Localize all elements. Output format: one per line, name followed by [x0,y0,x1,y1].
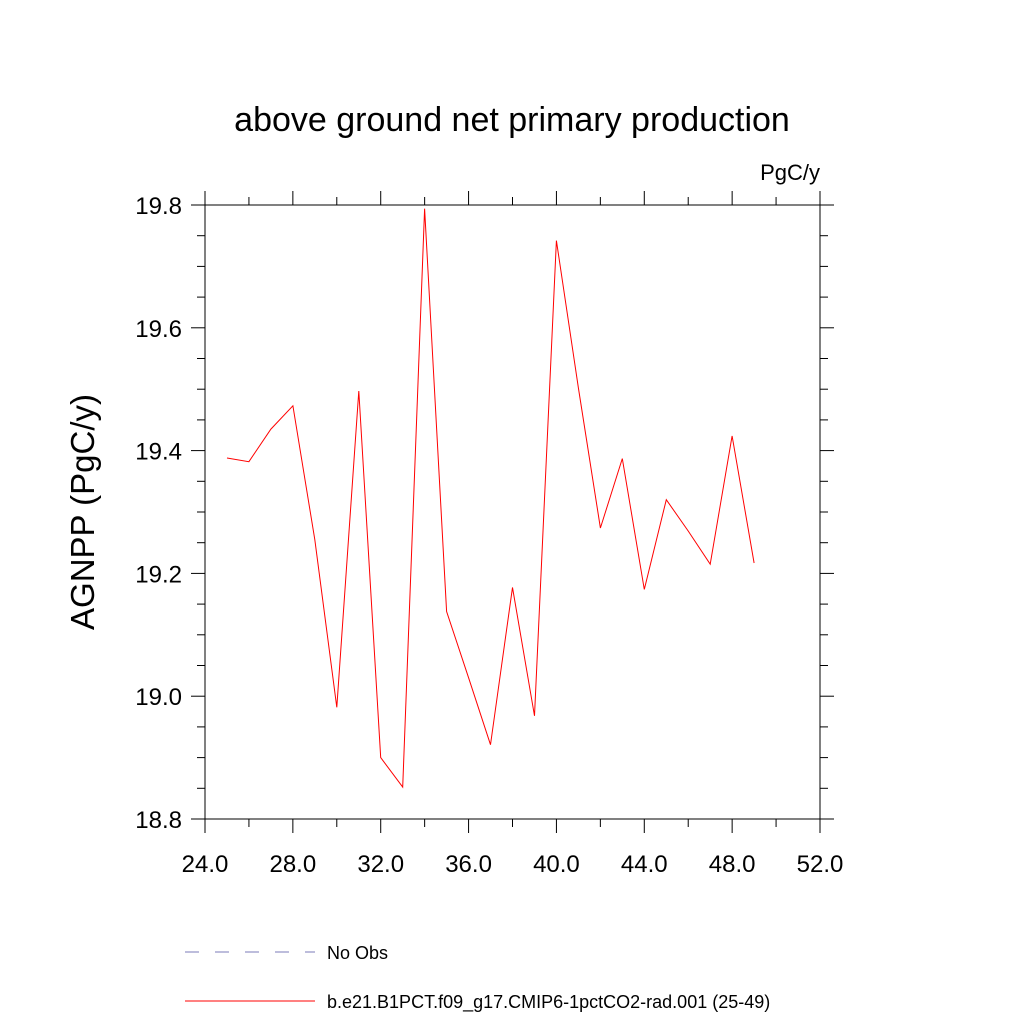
series-layer [226,208,755,789]
y-axis-label: AGNPP (PgC/y) [64,394,101,630]
y-axis-ticks: 18.8 19.0 19.2 19.4 19.6 19.8 [135,193,834,834]
y-tick-label: 18.8 [135,807,182,834]
x-tick-label: 36.0 [445,851,492,878]
series-line-0 [226,208,755,789]
x-axis-ticks: 24.0 28.0 32.0 36.0 40.0 44.0 48.0 52.0 [182,191,844,878]
units-label: PgC/y [760,160,820,185]
y-tick-label: 19.6 [135,316,182,343]
plot-frame [204,204,821,820]
legend-label-model: b.e21.B1PCT.f09_g17.CMIP6-1pctCO2-rad.00… [327,992,770,1013]
x-tick-label: 40.0 [533,851,580,878]
x-tick-label: 32.0 [357,851,404,878]
x-tick-label: 52.0 [797,851,844,878]
x-tick-label: 48.0 [709,851,756,878]
x-tick-label: 44.0 [621,851,668,878]
x-tick-label: 24.0 [182,851,229,878]
chart-title: above ground net primary production [234,101,790,139]
y-tick-label: 19.8 [135,193,182,220]
y-tick-label: 19.4 [135,439,182,466]
legend: No Obs b.e21.B1PCT.f09_g17.CMIP6-1pctCO2… [185,943,770,1013]
y-tick-label: 19.0 [135,684,182,711]
x-tick-label: 28.0 [269,851,316,878]
y-tick-label: 19.2 [135,561,182,588]
legend-label-no-obs: No Obs [327,943,388,963]
